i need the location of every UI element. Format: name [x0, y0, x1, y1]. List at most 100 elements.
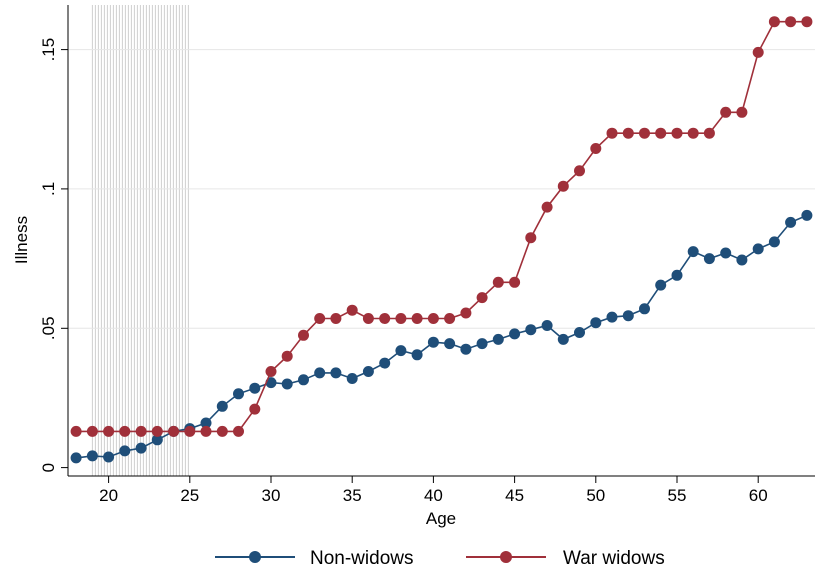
data-point-non-widows	[395, 345, 407, 357]
data-point-non-widows	[606, 311, 618, 323]
data-point-war-widows	[346, 304, 358, 316]
data-point-non-widows	[460, 343, 472, 355]
data-point-war-widows	[395, 313, 407, 324]
data-point-war-widows	[330, 313, 342, 324]
data-point-war-widows	[736, 106, 748, 118]
data-point-non-widows	[590, 317, 602, 329]
y-tick-label: 0	[39, 463, 58, 472]
data-point-non-widows	[330, 367, 342, 379]
data-point-war-widows	[557, 180, 569, 192]
series-line-non-widows	[76, 214, 808, 459]
data-point-non-widows	[119, 445, 131, 457]
data-point-non-widows	[298, 374, 309, 386]
x-tick-label: 55	[668, 486, 687, 505]
data-point-non-widows	[86, 450, 98, 462]
shaded-age-range	[91, 5, 189, 476]
data-point-war-widows	[362, 313, 374, 324]
data-point-war-widows	[168, 425, 180, 437]
data-point-non-widows	[216, 400, 228, 412]
y-tick-label: .05	[39, 316, 58, 340]
data-point-war-widows	[590, 143, 602, 154]
data-point-non-widows	[103, 451, 115, 463]
legend-marker-war-widows	[500, 551, 512, 563]
data-point-non-widows	[801, 209, 813, 221]
data-point-non-widows	[557, 333, 569, 345]
data-point-non-widows	[671, 269, 683, 281]
data-point-war-widows	[768, 16, 780, 28]
x-tick-label: 25	[180, 486, 199, 505]
data-point-war-widows	[752, 46, 764, 58]
legend-label-non-widows: Non-widows	[310, 548, 413, 569]
data-point-war-widows	[265, 366, 277, 377]
data-point-non-widows	[492, 333, 504, 345]
data-point-war-widows	[671, 127, 683, 139]
data-point-war-widows	[492, 276, 504, 288]
y-tick-label: .1	[39, 182, 58, 196]
data-point-non-widows	[752, 243, 764, 255]
data-point-non-widows	[768, 236, 780, 248]
data-point-war-widows	[639, 127, 650, 139]
data-point-non-widows	[379, 357, 391, 369]
data-point-non-widows	[362, 366, 374, 377]
data-point-war-widows	[720, 106, 732, 118]
data-point-war-widows	[703, 127, 715, 139]
data-point-non-widows	[70, 452, 82, 464]
data-point-non-widows	[233, 388, 244, 400]
data-point-war-widows	[606, 127, 618, 139]
data-point-war-widows	[70, 425, 82, 437]
data-point-war-widows	[379, 313, 391, 324]
data-point-non-widows	[736, 254, 748, 266]
data-point-war-widows	[151, 425, 163, 437]
data-point-war-widows	[411, 313, 423, 324]
data-point-non-widows	[476, 338, 488, 350]
data-point-non-widows	[655, 279, 667, 291]
data-point-war-widows	[86, 425, 98, 437]
data-point-war-widows	[103, 425, 115, 437]
data-point-non-widows	[720, 247, 732, 259]
x-tick-label: 60	[749, 486, 768, 505]
x-ticks: 20 25 30 35 40 45 50 55 60	[99, 476, 768, 505]
data-point-non-widows	[346, 373, 358, 384]
data-point-war-widows	[184, 425, 196, 437]
data-point-war-widows	[427, 313, 439, 324]
data-point-non-widows	[249, 382, 261, 394]
x-tick-label: 20	[99, 486, 118, 505]
data-point-war-widows	[541, 201, 553, 213]
data-point-war-widows	[135, 425, 147, 437]
data-point-non-widows	[411, 349, 423, 361]
legend-marker-non-widows	[249, 551, 261, 563]
legend-item-war-widows: War widows	[466, 548, 665, 569]
data-point-war-widows	[281, 350, 293, 362]
data-point-non-widows	[509, 328, 521, 340]
y-gridlines	[68, 49, 815, 329]
data-point-war-widows	[622, 127, 634, 139]
data-point-non-widows	[281, 378, 293, 390]
y-ticks: 0 .05 .1 .15	[39, 38, 68, 472]
data-point-war-widows	[216, 425, 228, 437]
x-tick-label: 45	[505, 486, 524, 505]
data-point-non-widows	[639, 303, 650, 315]
x-tick-label: 35	[343, 486, 362, 505]
data-point-war-widows	[655, 127, 667, 139]
x-axis-title: Age	[426, 509, 456, 528]
x-tick-label: 30	[262, 486, 281, 505]
data-point-non-widows	[444, 338, 456, 350]
legend: Non-widows War widows	[215, 548, 665, 569]
x-tick-label: 50	[586, 486, 605, 505]
data-point-war-widows	[687, 127, 699, 139]
data-point-non-widows	[525, 324, 537, 336]
data-point-war-widows	[476, 292, 488, 304]
series-line-war-widows	[76, 20, 807, 433]
data-point-non-widows	[314, 367, 326, 379]
data-point-non-widows	[687, 246, 699, 258]
series	[70, 16, 813, 464]
data-point-non-widows	[427, 336, 439, 348]
data-point-war-widows	[314, 313, 326, 324]
axes	[67, 5, 815, 477]
data-point-war-widows	[119, 425, 131, 437]
data-point-war-widows	[200, 425, 212, 437]
data-point-non-widows	[135, 442, 147, 454]
y-tick-label: .15	[39, 38, 58, 62]
data-point-war-widows	[525, 232, 537, 244]
legend-item-non-widows: Non-widows	[215, 548, 413, 569]
